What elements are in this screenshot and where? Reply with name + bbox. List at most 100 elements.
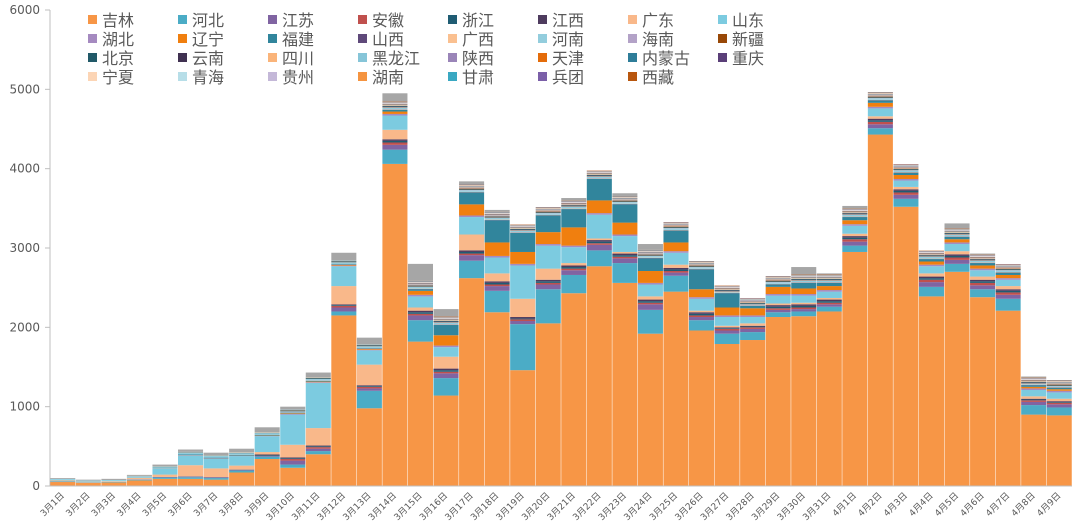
bar-segment: [178, 449, 204, 452]
bar-segment: [816, 297, 842, 300]
bar-segment: [305, 447, 331, 449]
bar-segment: [970, 253, 996, 255]
bar-segment: [126, 476, 152, 478]
bar-segment: [816, 301, 842, 303]
bar-segment: [765, 317, 791, 486]
bar-segment: [944, 255, 970, 258]
bar-segment: [229, 472, 255, 486]
bar-segment: [433, 320, 459, 321]
bar-segment: [586, 266, 612, 486]
bar-segment: [918, 264, 944, 267]
bar-segment: [254, 456, 280, 457]
bar-segment: [356, 350, 382, 365]
bar-segment: [944, 233, 970, 235]
x-tick-label: 4月7日: [984, 490, 1013, 519]
bar-segment: [867, 124, 893, 129]
legend-swatch: [628, 52, 637, 62]
bar-segment: [586, 176, 612, 179]
bar-segment: [637, 333, 663, 486]
bar-segment: [484, 273, 510, 282]
bar-segment: [944, 242, 970, 245]
bar-segment: [689, 267, 715, 269]
bar-segment: [586, 238, 612, 241]
bar-segment: [459, 250, 485, 252]
legend-label: 兵团: [552, 68, 585, 87]
x-tick-label: 4月9日: [1035, 490, 1064, 519]
bar-segment: [689, 312, 715, 314]
bar-segment: [970, 263, 996, 266]
bar-segment: [1021, 390, 1047, 397]
x-tick-label: 4月4日: [907, 490, 936, 519]
bar-segment: [918, 273, 944, 277]
bar-segment: [510, 324, 536, 371]
bar-segment: [433, 370, 459, 372]
legend-item: 海南: [628, 29, 674, 49]
bar-segment: [842, 205, 868, 209]
legend-item: 西藏: [628, 67, 674, 87]
bar-segment: [433, 321, 459, 323]
bar-segment: [816, 286, 842, 291]
bar-segment: [867, 98, 893, 100]
bar-segment: [842, 213, 868, 215]
bar-segment: [280, 457, 306, 459]
legend-swatch: [628, 33, 637, 43]
bar-segment: [484, 242, 510, 256]
bar-segment: [305, 454, 331, 486]
legend-swatch: [448, 33, 457, 43]
legend-item: 天津: [538, 48, 584, 68]
bar-segment: [459, 181, 485, 185]
legend-swatch: [178, 33, 187, 43]
bar-segment: [791, 302, 817, 305]
legend-swatch: [178, 14, 187, 24]
bar-segment: [1046, 402, 1072, 405]
bar-segment: [459, 187, 485, 189]
bar-segment: [689, 264, 715, 266]
bar-segment: [382, 139, 408, 141]
legend-item: 山西: [358, 29, 404, 49]
bar-segment: [970, 259, 996, 261]
bar-segment: [970, 260, 996, 263]
bar-segment: [765, 282, 791, 284]
bar-segment: [203, 457, 229, 459]
legend-swatch: [448, 71, 457, 81]
bar-segment: [152, 468, 178, 475]
legend-swatch: [268, 33, 277, 43]
bar-segment: [356, 385, 382, 387]
bar-segment: [689, 313, 715, 316]
bar-segment: [637, 301, 663, 303]
bar-segment: [663, 275, 689, 292]
bar-segment: [970, 258, 996, 260]
x-tick-label: 3月1日: [38, 490, 67, 519]
bar-segment: [484, 282, 510, 285]
legend-swatch: [358, 33, 367, 43]
legend-item: 江苏: [268, 10, 314, 30]
legend-swatch: [268, 52, 277, 62]
bar-segment: [714, 328, 740, 329]
x-tick-label: 4月8日: [1009, 490, 1038, 519]
legend-swatch: [178, 52, 187, 62]
bar-segment: [740, 327, 766, 329]
bar-segment: [740, 315, 766, 318]
bar-segment: [612, 199, 638, 201]
bar-segment: [459, 188, 485, 190]
bar-segment: [254, 434, 280, 436]
bar-segment: [995, 278, 1021, 280]
bar-segment: [407, 310, 433, 313]
bar-segment: [535, 215, 561, 233]
bar-segment: [893, 194, 919, 199]
bar-segment: [663, 252, 689, 265]
bar-segment: [305, 382, 331, 383]
bar-segment: [765, 286, 791, 295]
bar-segment: [612, 236, 638, 252]
legend-label: 新疆: [732, 30, 765, 49]
bar-segment: [433, 322, 459, 325]
bar-segment: [816, 302, 842, 305]
bar-segment: [382, 163, 408, 486]
bar-segment: [893, 168, 919, 169]
bar-segment: [561, 263, 587, 266]
bar-segment: [918, 256, 944, 259]
legend-label: 黑龙江: [372, 49, 421, 68]
bar-segment: [842, 212, 868, 214]
bar-segment: [382, 111, 408, 114]
bar-segment: [995, 310, 1021, 486]
